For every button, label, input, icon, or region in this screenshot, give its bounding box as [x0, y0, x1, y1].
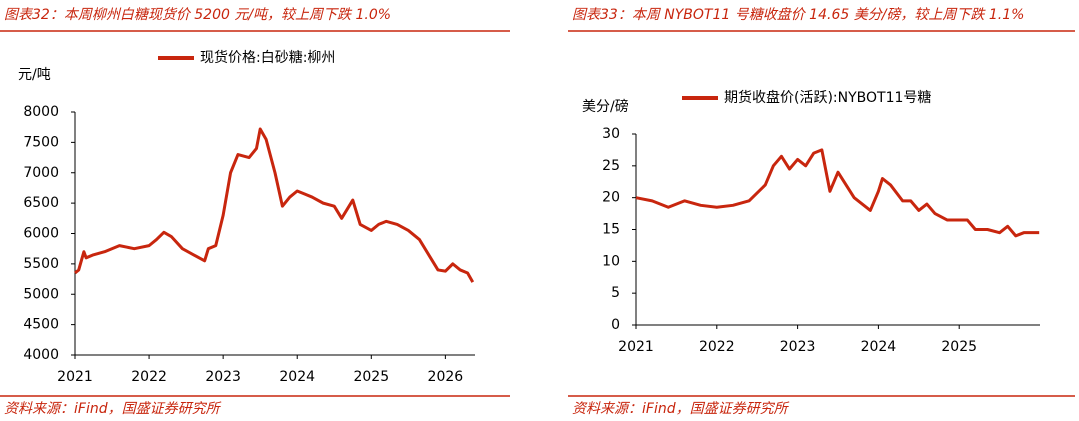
chart-title: 图表33：本周 NYBOT11 号糖收盘价 14.65 美分/磅，较上周下跌 1… [572, 7, 1024, 23]
y-tick-label: 30 [602, 126, 620, 142]
y-tick-label: 5000 [23, 286, 59, 302]
x-tick-label: 2023 [780, 339, 816, 355]
y-tick-label: 4000 [23, 347, 59, 363]
x-tick-label: 2026 [428, 369, 464, 385]
y-tick-label: 25 [602, 158, 620, 174]
y-tick-label: 7500 [23, 134, 59, 150]
data-line [635, 148, 1040, 238]
y-tick-label: 4500 [23, 317, 59, 333]
x-tick-label: 2024 [861, 339, 897, 355]
x-tick-label: 2021 [57, 369, 93, 385]
y-axis-label: 元/吨 [18, 67, 51, 83]
legend-label: 现货价格:白砂糖:柳州 [200, 49, 335, 66]
y-axis-label: 美分/磅 [582, 98, 629, 115]
legend-label: 期货收盘价(活跃):NYBOT11号糖 [724, 89, 931, 106]
x-tick-label: 2021 [618, 339, 654, 355]
y-tick-label: 5 [611, 285, 620, 301]
source: 资料来源：iFind，国盛证券研究所 [4, 401, 222, 417]
y-tick-label: 0 [611, 317, 620, 333]
x-tick-label: 2025 [941, 339, 977, 355]
x-tick-label: 2022 [699, 339, 735, 355]
source: 资料来源：iFind，国盛证券研究所 [572, 401, 790, 417]
x-tick-label: 2023 [205, 369, 241, 385]
x-tick-label: 2022 [131, 369, 167, 385]
y-tick-label: 15 [602, 222, 620, 238]
y-tick-label: 6000 [23, 226, 59, 242]
y-tick-label: 6500 [23, 195, 59, 211]
y-tick-label: 7000 [23, 165, 59, 181]
chart-title: 图表32：本周柳州白糖现货价 5200 元/吨，较上周下跌 1.0% [4, 7, 391, 23]
y-tick-label: 20 [602, 190, 620, 206]
y-tick-label: 10 [602, 253, 620, 269]
x-tick-label: 2025 [353, 369, 389, 385]
y-tick-label: 8000 [23, 104, 59, 120]
x-tick-label: 2024 [279, 369, 315, 385]
y-tick-label: 5500 [23, 256, 59, 272]
data-line [74, 127, 475, 283]
